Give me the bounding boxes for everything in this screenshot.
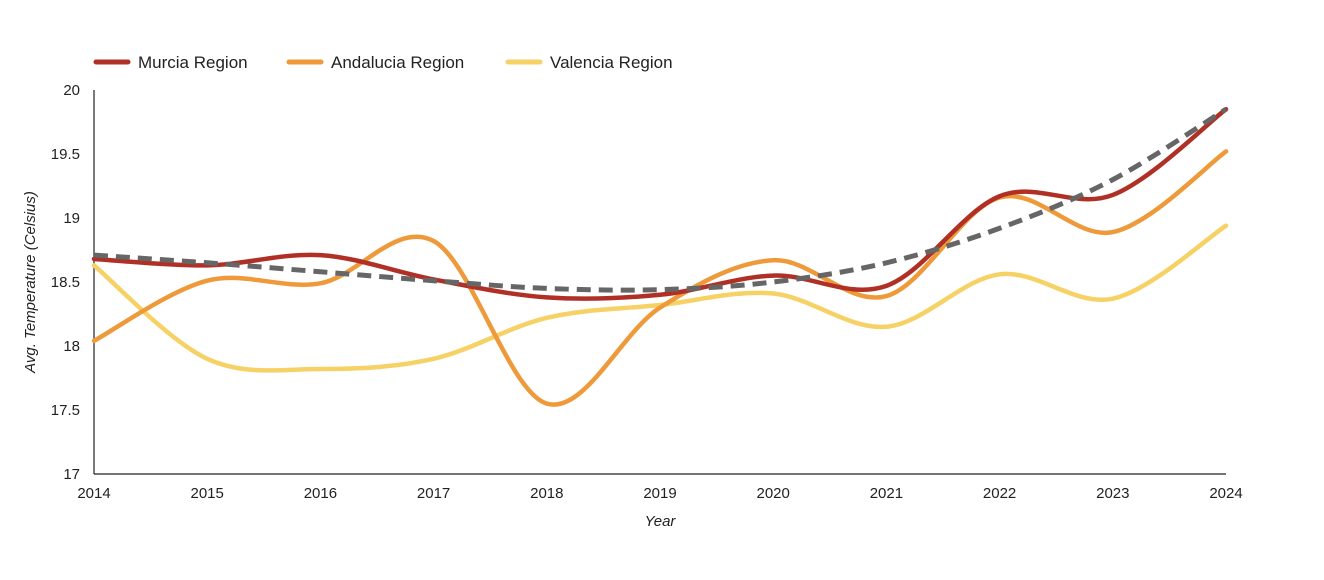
series-line-valencia <box>91 223 1229 373</box>
y-tick-label: 18.5 <box>51 274 80 291</box>
series-line-murcia <box>91 106 1229 301</box>
x-tick-label: 2023 <box>1096 485 1129 502</box>
legend: Murcia Region Andalucia Region Valencia Re… <box>93 53 673 72</box>
y-tick-label: 20 <box>63 82 80 99</box>
y-tick-label: 17 <box>63 466 80 483</box>
x-tick-label: 2022 <box>983 485 1016 502</box>
legend-label-valencia: Valencia Region <box>550 53 673 72</box>
x-tick-label: 2018 <box>530 485 563 502</box>
x-axis-ticks: 2014 2015 2016 2017 2018 2019 2020 2021 2022 2023… <box>77 485 1242 502</box>
y-tick-label: 19.5 <box>51 146 80 163</box>
x-tick-label: 2020 <box>757 485 790 502</box>
x-tick-label: 2017 <box>417 485 450 502</box>
y-tick-label: 17.5 <box>51 402 80 419</box>
legend-label-murcia: Murcia Region <box>138 53 248 72</box>
x-tick-label: 2016 <box>304 485 337 502</box>
y-tick-label: 19 <box>63 210 80 227</box>
series-line-andalucia <box>91 149 1229 407</box>
trendline <box>93 107 1228 293</box>
series-layer <box>91 106 1229 407</box>
y-axis-title: Avg. Temperature (Celsius) <box>22 191 39 374</box>
y-axis-ticks: 17 17.5 18 18.5 19 19.5 20 <box>51 82 80 483</box>
x-tick-label: 2014 <box>77 485 110 502</box>
y-tick-label: 18 <box>63 338 80 355</box>
x-tick-label: 2021 <box>870 485 903 502</box>
x-axis-title: Year <box>645 513 677 530</box>
legend-label-andalucia: Andalucia Region <box>331 53 464 72</box>
x-tick-label: 2024 <box>1209 485 1242 502</box>
x-tick-label: 2015 <box>191 485 224 502</box>
x-tick-label: 2019 <box>643 485 676 502</box>
